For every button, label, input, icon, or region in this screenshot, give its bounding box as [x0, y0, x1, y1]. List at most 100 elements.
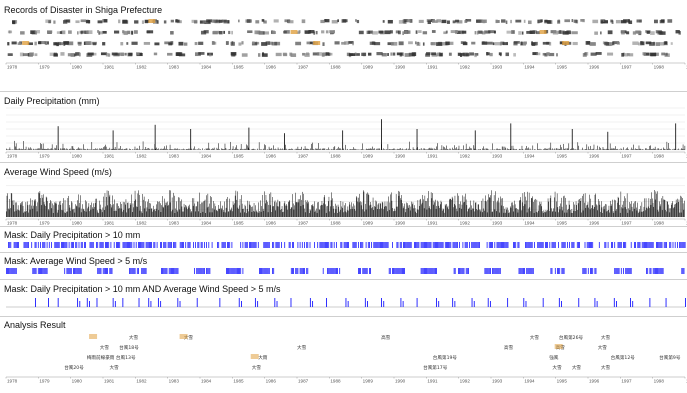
precip-bar: [112, 148, 113, 150]
precip-bar: [512, 145, 514, 150]
wind-bar: [141, 213, 143, 217]
precip-bar: [206, 148, 208, 150]
precip-bar: [96, 149, 97, 150]
wind-bar: [556, 201, 557, 217]
wind-chart: 1978 1979 1980 1981 1982 1983 1984 1985 1986 1987…: [5, 177, 687, 226]
records-mark: [143, 41, 151, 45]
mask-wind-bar: [363, 268, 365, 274]
precip-bar: [271, 147, 273, 150]
precip-bar: [119, 148, 120, 150]
analysis-event-label: 大雪: [601, 334, 611, 341]
precip-bar: [200, 149, 201, 150]
mask-wind-bar: [232, 268, 234, 274]
mask-precip-bar: [252, 242, 254, 248]
mask-and-event: [596, 301, 598, 307]
wind-bar: [144, 208, 146, 217]
precip-bar: [454, 145, 455, 150]
wind-bar: [131, 194, 132, 217]
mask-precip-bar: [81, 242, 83, 248]
mask-precip-bar: [360, 242, 361, 248]
wind-bar: [153, 210, 155, 217]
precip-bar: [567, 148, 569, 150]
wind-bar: [636, 207, 637, 217]
mask-precip-bar: [306, 242, 308, 248]
records-mark: [378, 30, 384, 34]
mask-precip-bar: [330, 242, 332, 248]
mask-precip-bar: [592, 242, 594, 248]
wind-bar: [234, 203, 235, 217]
wind-bar: [359, 193, 360, 217]
wind-bar: [25, 202, 27, 217]
mask-precip-bar: [525, 242, 526, 248]
x-tick-label: 1987: [298, 221, 309, 226]
mask-precip-bar: [51, 242, 52, 248]
wind-bar: [188, 205, 189, 217]
records-mark: [60, 52, 65, 56]
wind-bar: [133, 207, 134, 217]
precip-bar: [559, 149, 561, 150]
mask-and-event: [367, 301, 368, 307]
precip-bar: [308, 149, 309, 150]
mask-precip-bar: [117, 242, 118, 248]
x-tick-label: 1996: [589, 65, 600, 70]
wind-bar: [241, 203, 243, 217]
x-tick-label: 1984: [201, 65, 212, 70]
wind-bar: [320, 205, 321, 217]
mask-precip-bar: [562, 242, 564, 248]
wind-bar: [347, 206, 349, 217]
wind-bar: [292, 194, 293, 217]
x-tick-label: 1980: [72, 65, 83, 70]
records-mark: [602, 20, 608, 24]
mask-wind-bar: [242, 268, 244, 274]
wind-bar: [353, 203, 354, 217]
precip-bar: [522, 149, 524, 150]
records-mark: [274, 41, 281, 46]
mask-precip-bar: [242, 242, 244, 248]
mask-precip-bar: [438, 242, 440, 248]
precip-bar: [336, 149, 337, 150]
records-mark: [246, 19, 251, 23]
wind-bar: [463, 202, 464, 217]
wind-bar: [41, 205, 42, 217]
analysis-event-label: 台風第9号: [659, 354, 681, 361]
wind-bar: [60, 204, 62, 217]
wind-bar: [30, 198, 31, 217]
wind-bar: [655, 191, 657, 217]
precip-bar: [528, 147, 529, 150]
mask-precip-bar: [174, 242, 176, 248]
mask-precip-bar: [634, 242, 635, 248]
precip-bar: [570, 148, 571, 150]
mask-precip-bar: [502, 242, 503, 248]
mask-wind-bar: [458, 268, 459, 274]
wind-bar: [599, 204, 601, 217]
mask-precip-bar: [410, 242, 412, 248]
precip-peak-bar: [675, 123, 677, 150]
wind-bar: [646, 207, 647, 217]
wind-bar: [549, 198, 551, 217]
mask-precip-bar: [658, 242, 660, 248]
precip-bar: [392, 148, 393, 150]
wind-bar: [411, 201, 412, 217]
wind-bar: [328, 201, 329, 217]
mask-precip-bar: [14, 242, 16, 248]
mask-wind-bar: [421, 268, 423, 274]
wind-bar: [566, 204, 567, 217]
records-mark: [402, 31, 404, 36]
wind-bar: [684, 200, 685, 217]
mask-precip-bar: [617, 242, 619, 248]
precip-bar: [301, 146, 302, 150]
mask-precip-bar: [405, 242, 407, 248]
wind-bar: [659, 206, 661, 217]
wind-bar: [475, 202, 476, 217]
mask-precip-bar: [116, 242, 117, 248]
wind-bar: [164, 205, 166, 217]
records-mark: [53, 42, 57, 46]
wind-bar: [436, 205, 437, 217]
precip-bar: [130, 149, 131, 150]
mask-precip-bar: [35, 242, 37, 248]
mask-wind-bar: [495, 268, 497, 274]
wind-bar: [139, 194, 140, 217]
mask-precip-bar: [517, 242, 519, 248]
wind-bar: [415, 211, 416, 217]
wind-bar: [45, 196, 47, 217]
